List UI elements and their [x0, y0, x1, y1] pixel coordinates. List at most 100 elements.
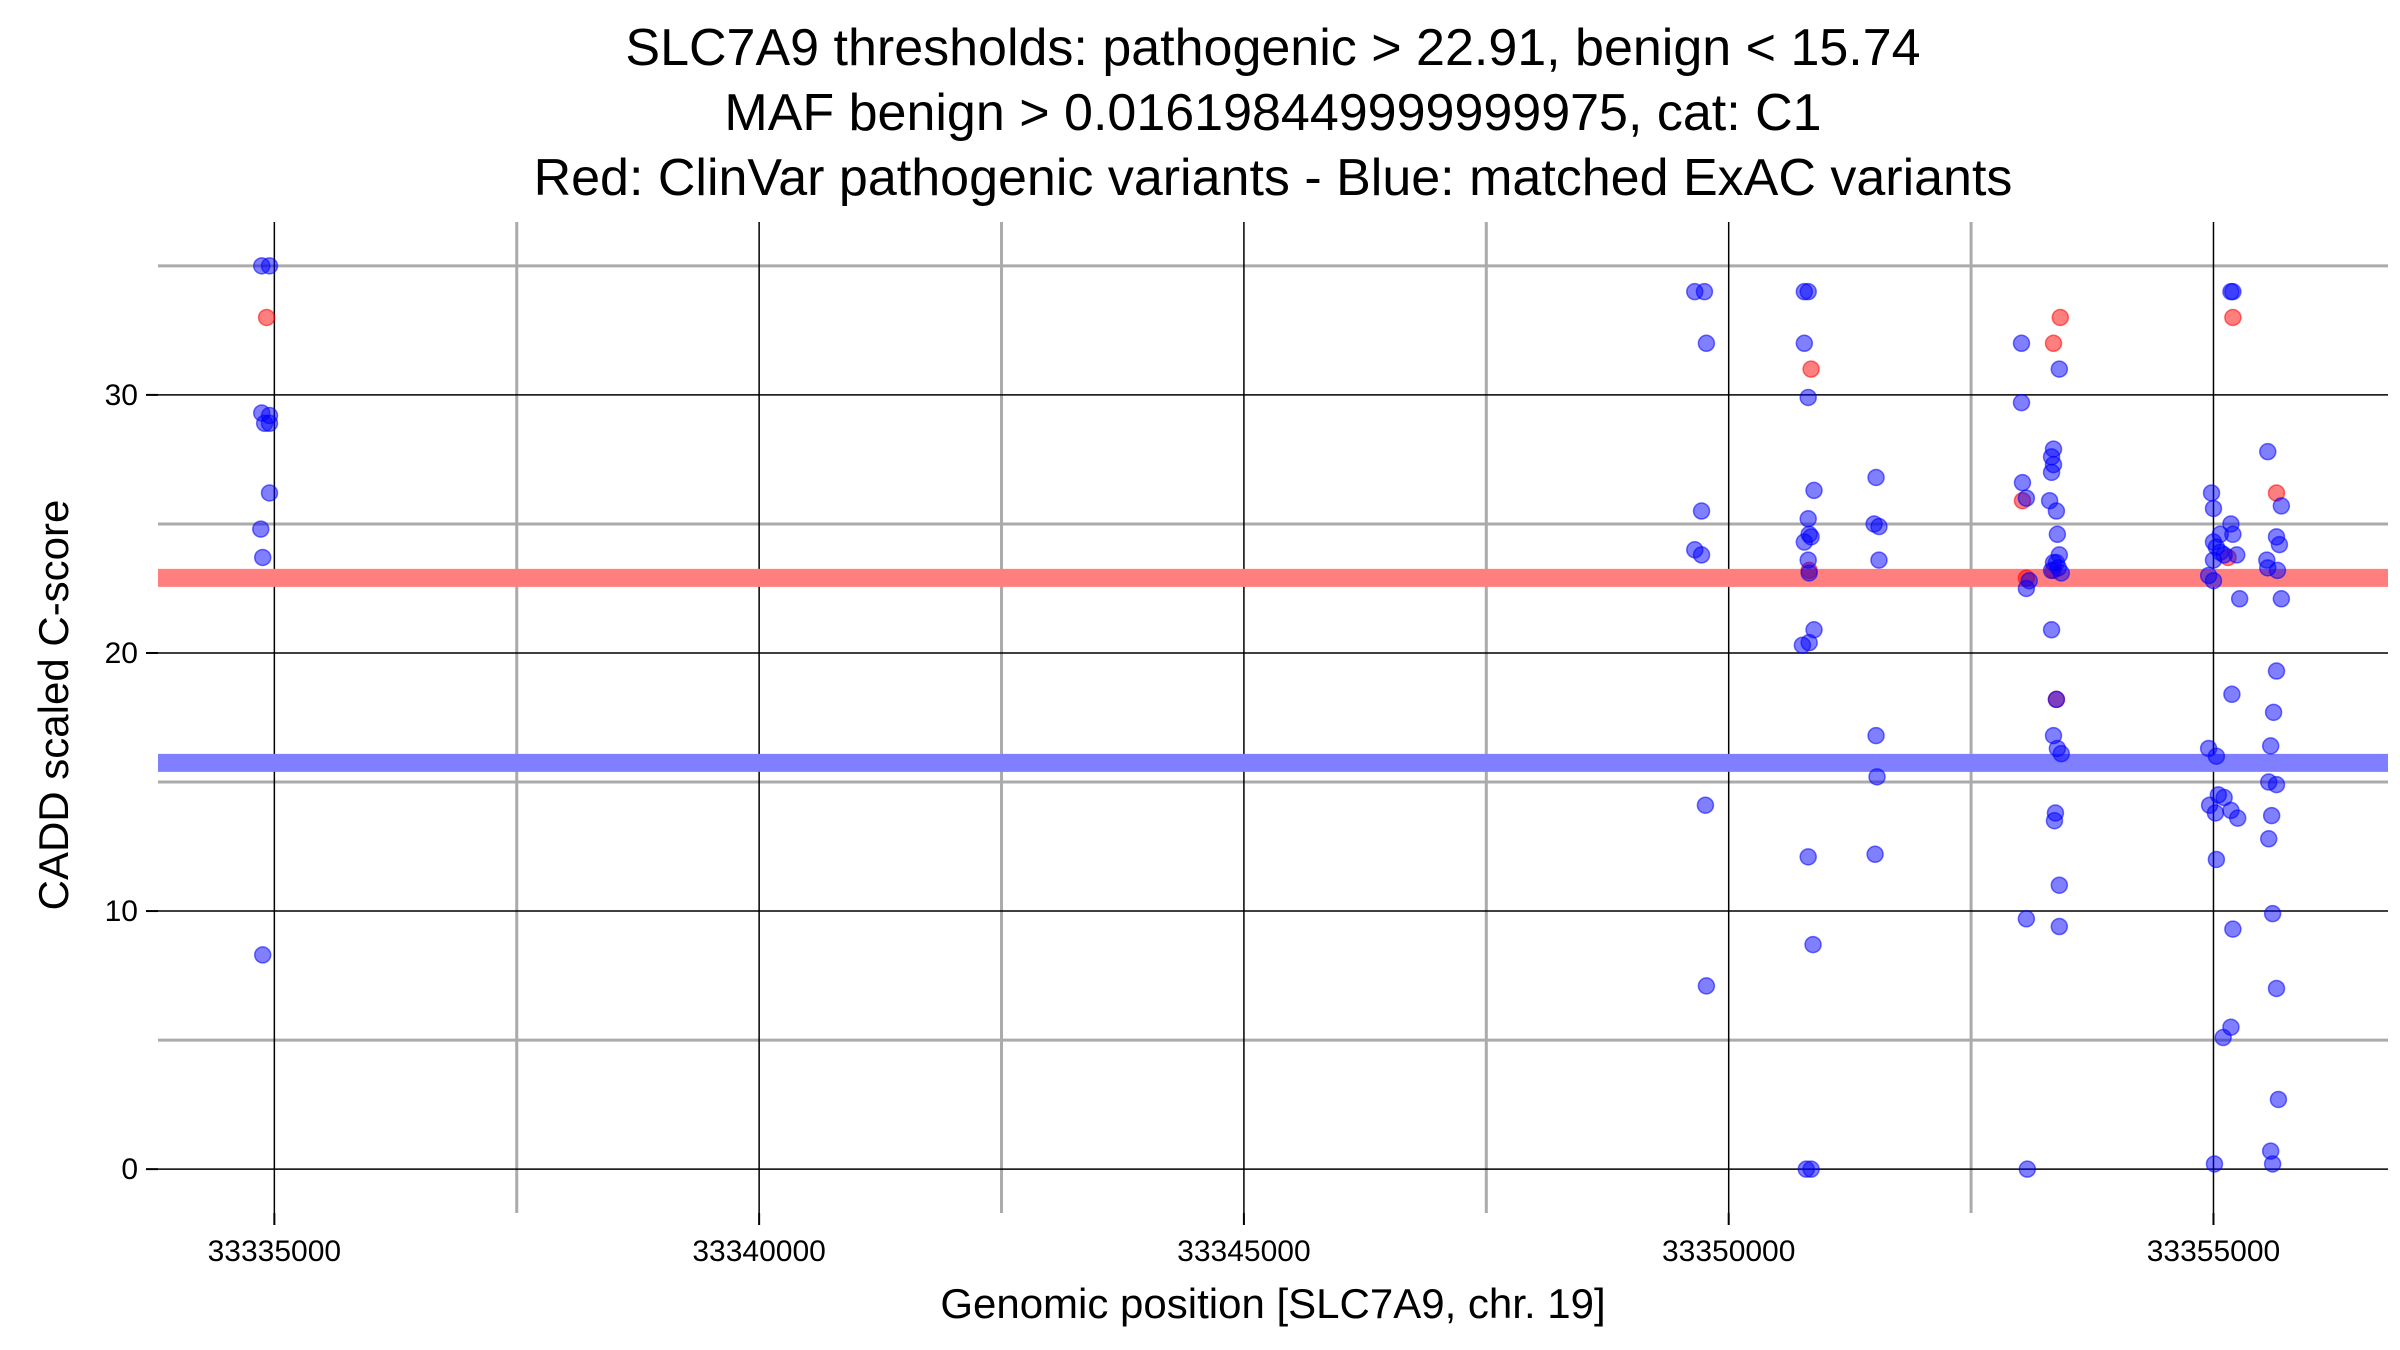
benign-point [1802, 528, 1820, 546]
pathogenic-point [257, 308, 276, 327]
benign-point [2264, 703, 2283, 722]
benign-point [2052, 744, 2071, 763]
benign-point [1799, 510, 1817, 528]
benign-point [2047, 502, 2066, 520]
benign-point [2204, 499, 2223, 518]
benign-point [1696, 796, 1715, 814]
benign-point [260, 414, 279, 433]
y-axis-ticks: 0 10 20 30 [105, 379, 158, 1186]
pathogenic-point [2051, 308, 2070, 327]
benign-point [1867, 468, 1885, 487]
benign-point [1800, 564, 1818, 582]
chart-title: SLC7A9 thresholds: pathogenic > 22.91, b… [534, 19, 2013, 207]
benign-point [2207, 850, 2226, 869]
benign-point [2263, 1155, 2282, 1173]
benign-point [1697, 977, 1716, 995]
benign-point [2017, 489, 2036, 507]
benign-point [2050, 876, 2069, 894]
benign-point [1802, 1160, 1820, 1178]
x-tick-label: 33350000 [1662, 1235, 1795, 1268]
benign-point [260, 484, 279, 502]
benign-point [2052, 564, 2071, 582]
benign-point [2259, 830, 2278, 848]
benign-point [2214, 1028, 2232, 1047]
benign-point [2017, 579, 2036, 598]
benign-point [2267, 662, 2286, 680]
benign-point [2259, 442, 2277, 461]
benign-point [1870, 517, 1888, 536]
benign-point [2050, 360, 2069, 378]
benign-point [2050, 917, 2069, 936]
title-line-2: MAF benign > 0.016198449999999975, cat: … [724, 84, 1821, 142]
y-tick-label: 20 [105, 637, 138, 670]
benign-point [2230, 590, 2249, 608]
benign-point [2263, 904, 2282, 923]
benign-point [1692, 502, 1711, 520]
benign-point [2268, 561, 2287, 580]
benign-point [2042, 621, 2061, 639]
benign-point [1870, 551, 1888, 569]
x-axis-ticks: 33335000 33340000 33345000 33350000 33355000 [208, 1213, 2280, 1268]
benign-point [2205, 1155, 2224, 1173]
benign-point [2207, 747, 2226, 765]
benign-point [253, 946, 272, 964]
benign-point [2045, 811, 2064, 830]
benign-point [2042, 463, 2061, 482]
benign-point [2204, 551, 2223, 569]
benign-point [2267, 775, 2286, 794]
x-tick-label: 33355000 [2147, 1235, 2280, 1268]
benign-point [2223, 685, 2241, 704]
threshold-lines [158, 568, 2388, 772]
benign-point [2262, 806, 2281, 825]
benign-point [2206, 804, 2225, 822]
benign-point [1804, 935, 1822, 954]
benign-point [1697, 334, 1716, 353]
y-axis-label: CADD scaled C-score [30, 500, 77, 911]
benign-point [1868, 768, 1886, 786]
benign-point [1799, 388, 1817, 407]
benign-point [2227, 546, 2246, 564]
x-axis-label: Genomic position [SLC7A9, chr. 19] [940, 1280, 1605, 1327]
benign-point [2204, 571, 2223, 590]
benign-point [2272, 590, 2291, 608]
benign-point [1800, 633, 1818, 652]
benign-point [2261, 737, 2280, 755]
benign-point [253, 548, 272, 567]
benign-point [260, 257, 279, 275]
benign-point [1805, 481, 1823, 500]
benign-point [2012, 334, 2031, 353]
benign-point [2202, 484, 2221, 502]
benign-point [2013, 473, 2032, 492]
benign-point [1695, 282, 1714, 301]
benign-point [1799, 282, 1817, 301]
x-tick-label: 33345000 [1177, 1235, 1310, 1268]
pathogenic-point [1802, 360, 1820, 378]
benign-point [2012, 393, 2031, 412]
benign-point [2224, 282, 2242, 301]
benign-point [2018, 1160, 2037, 1178]
x-tick-label: 33335000 [208, 1235, 341, 1268]
minor-gridlines [158, 222, 2388, 1213]
benign-point [252, 520, 270, 538]
pathogenic-point [2044, 334, 2063, 353]
benign-point [2224, 920, 2242, 938]
benign-point [1799, 848, 1817, 866]
benign-point [2047, 690, 2066, 709]
benign-point [2267, 979, 2286, 998]
pathogenic-point [2224, 308, 2242, 327]
y-tick-label: 10 [105, 895, 138, 928]
benign-point [2048, 525, 2067, 544]
x-tick-label: 33340000 [692, 1235, 825, 1268]
benign-point [2228, 809, 2247, 827]
benign-point [1866, 845, 1884, 864]
y-tick-label: 0 [121, 1153, 138, 1186]
title-line-1: SLC7A9 thresholds: pathogenic > 22.91, b… [625, 19, 1920, 77]
benign-point [2017, 910, 2036, 928]
major-gridlines [158, 222, 2388, 1213]
benign-point [1867, 726, 1885, 745]
benign-point [2224, 525, 2242, 544]
data-points [252, 257, 2291, 1178]
benign-point [2272, 497, 2291, 515]
